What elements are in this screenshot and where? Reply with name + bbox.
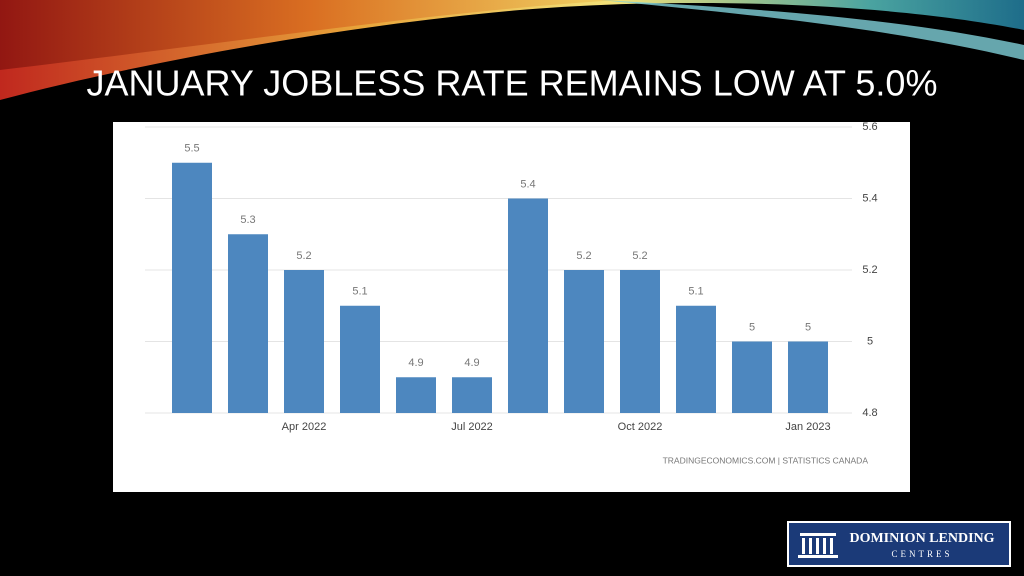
bar	[228, 234, 268, 413]
value-label: 5.1	[688, 286, 703, 298]
value-label: 5	[805, 321, 811, 333]
logo-name: DOMINION LENDING	[849, 531, 994, 546]
swoosh	[600, 0, 1024, 60]
x-tick-label: Apr 2022	[282, 421, 327, 433]
value-label: 4.9	[408, 357, 423, 369]
value-label: 5.1	[352, 286, 367, 298]
logo-subtitle: CENTRES	[891, 549, 952, 559]
bar	[620, 270, 660, 413]
value-label: 4.9	[464, 357, 479, 369]
x-tick-label: Jan 2023	[785, 421, 830, 433]
swoosh	[0, 0, 620, 70]
x-tick-label: Oct 2022	[618, 421, 663, 433]
bar	[676, 305, 716, 413]
y-tick-label: 5.4	[862, 192, 877, 204]
bar	[508, 198, 548, 413]
logo-icon	[798, 533, 838, 558]
bar	[340, 305, 380, 413]
bar	[452, 377, 492, 413]
value-label: 5.2	[296, 250, 311, 262]
value-label: 5.4	[520, 178, 535, 190]
value-label: 5.5	[184, 143, 199, 155]
bar	[564, 270, 604, 413]
bar	[788, 341, 828, 413]
chart: 4.8 5 5.2 5.4 5.6 5.5 5.3 5.2 Apr 2022 5.1 4.9 4.9 J…	[145, 121, 878, 433]
y-tick-label: 5.6	[862, 121, 877, 133]
value-label: 5	[749, 321, 755, 333]
y-tick-label: 5.2	[862, 264, 877, 276]
y-tick-label: 4.8	[862, 407, 877, 419]
bar	[396, 377, 436, 413]
x-tick-label: Jul 2022	[451, 421, 493, 433]
bar	[172, 162, 212, 413]
value-label: 5.3	[240, 214, 255, 226]
bar	[284, 270, 324, 413]
slide-title: JANUARY JOBLESS RATE REMAINS LOW AT 5.0%	[87, 63, 938, 104]
source: TRADINGECONOMICS.COM | STATISTICS CANADA	[663, 455, 869, 465]
value-label: 5.2	[632, 250, 647, 262]
bar	[732, 341, 772, 413]
value-label: 5.2	[576, 250, 591, 262]
y-tick-label: 5	[867, 335, 873, 347]
